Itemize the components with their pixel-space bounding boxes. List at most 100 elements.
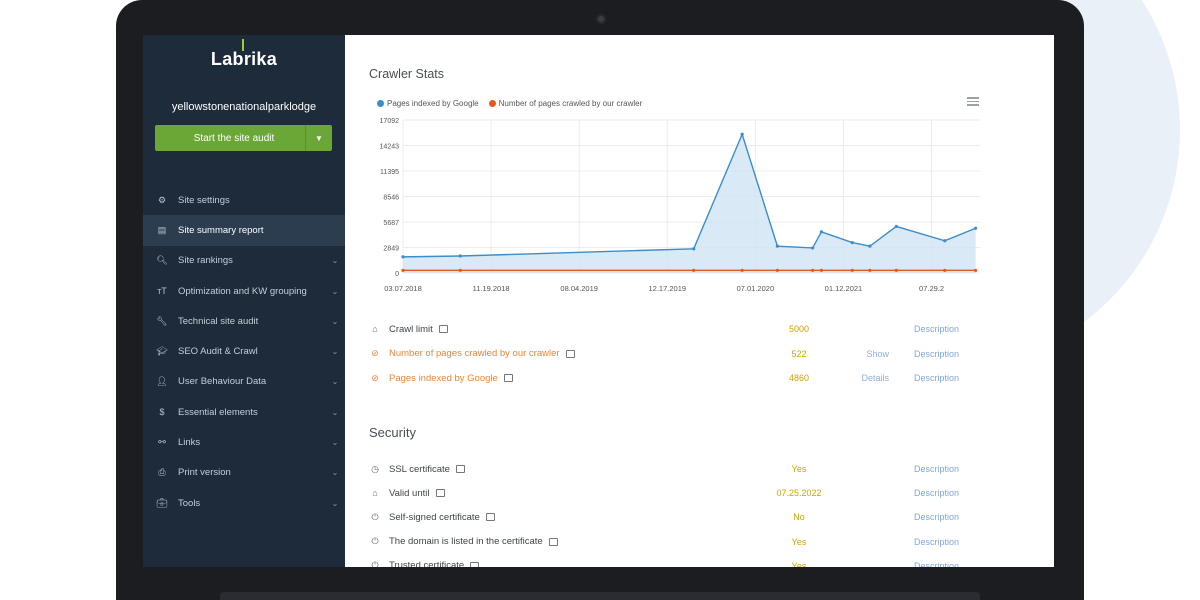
description-link[interactable]: Description (913, 348, 959, 359)
document-icon[interactable] (438, 325, 448, 333)
chevron-down-icon[interactable]: ▼ (305, 125, 332, 151)
sidebar-item-label: Technical site audit (178, 315, 259, 327)
y-tick-label: 0 (395, 271, 399, 278)
data-point[interactable] (943, 239, 947, 243)
description-link[interactable]: Description (913, 536, 959, 547)
data-point[interactable] (401, 255, 405, 259)
document-icon[interactable] (565, 349, 575, 358)
chevron-down-icon: ⌄ (331, 316, 339, 326)
webcam (596, 14, 606, 24)
data-point[interactable] (692, 247, 696, 251)
row-value: 5000 (788, 324, 810, 334)
x-tick-label: 07.01.2020 (737, 284, 775, 293)
sidebar-item[interactable]: 👤︎ User Behaviour Data ⌄ (143, 367, 345, 397)
data-point[interactable] (401, 268, 405, 272)
description-link[interactable]: Description (913, 512, 959, 523)
data-point[interactable] (458, 268, 462, 272)
warning-icon: ⊘ (371, 372, 379, 383)
table-row: ◷ SSL certificate Yes Description (369, 460, 989, 478)
data-point[interactable] (973, 226, 978, 230)
row-value: Yes (791, 536, 807, 547)
site-name: yellowstonenationalparklodge (171, 101, 317, 113)
row-label: SSL certificate (389, 463, 450, 475)
row-value: Yes (791, 464, 807, 474)
app-logo[interactable]: Labrika (210, 49, 278, 69)
row-action-link[interactable]: Show (866, 348, 889, 359)
description-link[interactable]: Description (913, 324, 959, 334)
chart-menu-icon[interactable] (967, 95, 979, 108)
table-row: ⌂ Crawl limit 5000 Description (369, 320, 989, 338)
row-label: Pages indexed by Google (389, 372, 498, 384)
chevron-down-icon: ⌄ (331, 468, 339, 478)
description-link[interactable]: Description (913, 464, 959, 474)
data-point[interactable] (775, 244, 779, 248)
data-point[interactable] (819, 268, 824, 272)
row-label-cell: Trusted certificate (389, 560, 769, 567)
crawler-chart: 0 2849 5687 8546 11395 14243 17092 03.07.2018 11… (380, 118, 980, 293)
x-tick-label: 01.12.2021 (825, 284, 863, 293)
data-point[interactable] (819, 230, 824, 234)
document-icon[interactable] (435, 489, 445, 498)
data-point[interactable] (811, 268, 815, 272)
row-label: The domain is listed in the certificate (389, 536, 543, 548)
data-point[interactable] (692, 268, 696, 272)
chevron-down-icon: ⌄ (331, 498, 339, 508)
sidebar-item[interactable]: ⎙ Print version ⌄ (143, 458, 345, 488)
data-point[interactable] (458, 254, 462, 258)
description-link[interactable]: Description (913, 373, 959, 383)
sidebar-item[interactable]: ▤ Site summary report (143, 215, 345, 246)
sidebar-item[interactable]: 💼︎ Tools ⌄ (143, 488, 345, 518)
data-point[interactable] (740, 268, 744, 272)
x-tick-label: 11.19.2018 (473, 284, 510, 293)
legend-dot (488, 100, 496, 108)
sidebar-item[interactable]: $ Essential elements ⌄ (143, 397, 345, 427)
sidebar-item[interactable]: ᴛT Optimization and KW grouping ⌄ (143, 276, 345, 306)
document-icon[interactable] (455, 465, 465, 473)
laptop-hinge (220, 592, 980, 600)
chevron-down-icon: ⌄ (331, 347, 339, 357)
sidebar-item[interactable]: ⚙ Site settings (143, 185, 345, 215)
sidebar-item-label: Links (178, 437, 201, 449)
series-line-google[interactable] (402, 132, 976, 258)
document-icon[interactable] (548, 537, 558, 546)
legend-dot (377, 100, 384, 108)
chevron-down-icon: ⌄ (331, 377, 339, 387)
power-icon: ⏻ (371, 536, 379, 547)
document-icon[interactable] (503, 374, 513, 382)
table-row: ⌂ Valid until 07.25.2022 Description (369, 484, 989, 502)
document-icon[interactable] (485, 513, 495, 522)
data-point[interactable] (740, 132, 744, 136)
row-action-link[interactable]: Details (861, 373, 889, 383)
data-point[interactable] (973, 268, 978, 272)
row-value: Yes (791, 560, 807, 567)
document-icon[interactable] (470, 561, 480, 567)
row-label: Number of pages crawled by our crawler (389, 348, 560, 359)
legend-item-google[interactable]: Pages indexed by Google (377, 99, 479, 108)
clock-icon: ◷ (371, 463, 379, 474)
data-point[interactable] (894, 268, 898, 272)
legend-label: Number of pages crawled by our crawler (498, 99, 643, 108)
security-title: Security (369, 425, 416, 440)
legend-item-crawler[interactable]: Number of pages crawled by our crawler (488, 99, 643, 108)
text-size-icon: ᴛT (157, 286, 167, 297)
data-point[interactable] (811, 246, 815, 250)
data-point[interactable] (868, 244, 872, 248)
sidebar-item[interactable]: 🎓︎ SEO Audit & Crawl ⌄ (143, 336, 345, 366)
data-point[interactable] (868, 268, 872, 272)
data-point[interactable] (943, 268, 947, 272)
warning-icon: ⊘ (371, 348, 379, 358)
row-label-cell: Crawl limit (389, 324, 769, 335)
data-point[interactable] (850, 268, 854, 272)
sidebar-item[interactable]: 🔍︎ Site rankings ⌄ (143, 246, 345, 276)
row-label-cell: The domain is listed in the certificate (389, 536, 769, 547)
sidebar-item[interactable]: 🔧︎ Technical site audit ⌄ (143, 306, 345, 336)
chevron-down-icon: ⌄ (331, 438, 339, 448)
data-point[interactable] (894, 224, 898, 229)
description-link[interactable]: Description (913, 560, 959, 567)
sidebar-item[interactable]: ⚯ Links ⌄ (143, 427, 345, 457)
description-link[interactable]: Description (913, 488, 959, 499)
data-point[interactable] (850, 240, 854, 245)
legend-label: Pages indexed by Google (387, 99, 479, 108)
start-audit-button[interactable]: Start the site audit ▼ (155, 125, 332, 151)
data-point[interactable] (775, 268, 779, 272)
